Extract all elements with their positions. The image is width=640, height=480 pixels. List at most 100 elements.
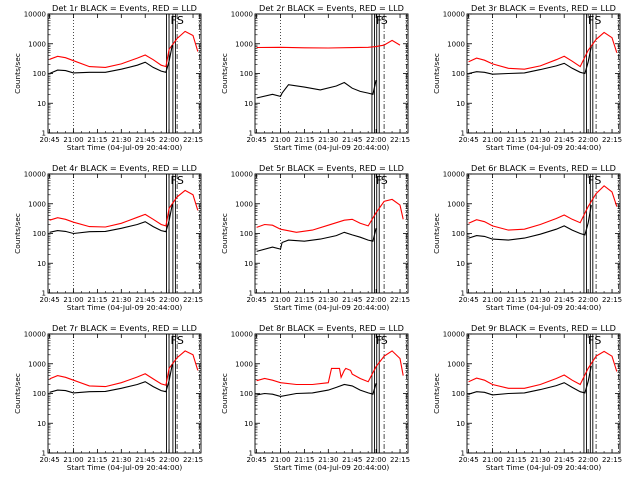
panel-6: Det 6r BLACK = Events, RED = LLD 1 10 100 10…: [432, 163, 622, 312]
x-tick-label: 22:15: [183, 296, 203, 304]
y-tick-label: 100: [452, 230, 465, 238]
y-axis-label: Counts/sec: [220, 53, 229, 94]
series-line-lld: [49, 350, 199, 388]
event-marker-label: S: [177, 174, 184, 187]
x-tick-label: 22:15: [183, 456, 203, 464]
event-marker-label: S: [594, 174, 601, 187]
x-tick-label: 22:00: [578, 296, 598, 304]
y-tick-label: 1: [461, 450, 465, 458]
series-line-events: [49, 364, 173, 394]
x-axis-label: Start Time (04-Jul-09 20:44:00): [274, 143, 390, 152]
panel-9: Det 9r BLACK = Events, RED = LLD 1 10 100 10…: [432, 323, 622, 472]
y-tick-label: 10000: [443, 171, 465, 179]
x-tick-label: 21:00: [63, 296, 83, 304]
series-line-lld: [256, 39, 401, 49]
series-line-lld: [256, 350, 404, 386]
x-tick-label: 20:45: [459, 296, 479, 304]
x-axis-label: Start Time (04-Jul-09 20:44:00): [486, 463, 602, 472]
series-line-events: [49, 44, 173, 75]
y-tick-label: 10: [456, 100, 465, 108]
y-tick-label: 1000: [28, 40, 46, 48]
x-tick-label: 21:00: [482, 456, 502, 464]
event-marker-label: F: [588, 14, 594, 27]
x-tick-label: 22:00: [578, 136, 598, 144]
y-axis-label: Counts/sec: [13, 213, 22, 254]
x-tick-label: 22:00: [159, 296, 179, 304]
y-axis-label: Counts/sec: [13, 53, 22, 94]
panel-3: Det 3r BLACK = Events, RED = LLD 1 10 100 10…: [432, 3, 622, 152]
plot-frame: [254, 13, 409, 134]
y-tick-label: 1: [42, 290, 46, 298]
x-axis-label: Start Time (04-Jul-09 20:44:00): [67, 143, 183, 152]
series-line-events: [468, 46, 592, 75]
y-tick-label: 100: [240, 70, 253, 78]
x-tick-label: 21:30: [111, 296, 131, 304]
event-marker-label: S: [177, 334, 184, 347]
x-tick-label: 21:30: [111, 456, 131, 464]
x-tick-label: 21:45: [135, 456, 155, 464]
panel-title: Det 6r BLACK = Events, RED = LLD: [471, 163, 616, 173]
y-tick-label: 10: [37, 420, 46, 428]
y-tick-label: 1: [249, 290, 253, 298]
y-tick-label: 100: [240, 230, 253, 238]
y-axis-label: Counts/sec: [220, 213, 229, 254]
x-tick-label: 21:30: [530, 456, 550, 464]
y-tick-label: 1000: [28, 360, 46, 368]
x-tick-label: 22:00: [578, 456, 598, 464]
x-axis-label: Start Time (04-Jul-09 20:44:00): [67, 463, 183, 472]
panel-8: Det 8r BLACK = Events, RED = LLD 1 10 100 10…: [220, 323, 410, 472]
y-tick-label: 100: [452, 390, 465, 398]
panel-1: Det 1r BLACK = Events, RED = LLD 1 10 100 10…: [13, 3, 203, 152]
y-tick-label: 1000: [447, 200, 465, 208]
panel-title: Det 8r BLACK = Events, RED = LLD: [259, 323, 404, 333]
x-tick-label: 21:45: [554, 456, 574, 464]
x-tick-label: 22:15: [183, 136, 203, 144]
series-line-events: [256, 79, 377, 99]
x-axis-label: Start Time (04-Jul-09 20:44:00): [274, 303, 390, 312]
event-marker-label: F: [171, 174, 177, 187]
x-tick-label: 21:15: [506, 136, 526, 144]
x-tick-label: 21:30: [318, 136, 338, 144]
y-tick-label: 1: [42, 450, 46, 458]
y-tick-label: 1000: [28, 200, 46, 208]
panel-4: Det 4r BLACK = Events, RED = LLD 1 10 100 10…: [13, 163, 203, 312]
panel-title: Det 5r BLACK = Events, RED = LLD: [259, 163, 404, 173]
panel-title: Det 2r BLACK = Events, RED = LLD: [259, 3, 404, 13]
x-tick-label: 22:15: [602, 456, 622, 464]
plot-frame: [47, 333, 202, 454]
event-marker-label: S: [594, 334, 601, 347]
x-tick-label: 21:45: [554, 296, 574, 304]
series-line-events: [256, 383, 377, 397]
event-marker-label: F: [171, 14, 177, 27]
x-tick-label: 21:45: [135, 136, 155, 144]
x-tick-label: 21:15: [294, 456, 314, 464]
x-tick-label: 21:30: [318, 456, 338, 464]
event-marker-label: F: [588, 174, 594, 187]
series-line-lld: [49, 30, 199, 68]
y-tick-label: 100: [33, 390, 46, 398]
y-tick-label: 1000: [235, 40, 253, 48]
x-tick-label: 21:30: [530, 296, 550, 304]
plot-frame: [254, 333, 409, 454]
series-line-lld: [49, 189, 199, 228]
x-tick-label: 21:00: [270, 456, 290, 464]
panel-title: Det 4r BLACK = Events, RED = LLD: [52, 163, 197, 173]
x-tick-label: 22:00: [159, 456, 179, 464]
event-marker-label: S: [381, 174, 388, 187]
y-tick-label: 10: [244, 420, 253, 428]
x-tick-label: 21:15: [294, 136, 314, 144]
x-tick-label: 21:00: [270, 296, 290, 304]
series-line-lld: [468, 185, 618, 231]
x-tick-label: 20:45: [247, 456, 267, 464]
x-tick-label: 22:00: [366, 456, 386, 464]
x-tick-label: 21:30: [318, 296, 338, 304]
panel-title: Det 3r BLACK = Events, RED = LLD: [471, 3, 616, 13]
series-line-events: [49, 204, 173, 235]
x-tick-label: 21:45: [554, 136, 574, 144]
y-tick-label: 100: [240, 390, 253, 398]
y-tick-label: 10: [37, 100, 46, 108]
y-tick-label: 10: [456, 420, 465, 428]
y-tick-label: 10000: [231, 171, 253, 179]
event-marker-label: S: [381, 14, 388, 27]
